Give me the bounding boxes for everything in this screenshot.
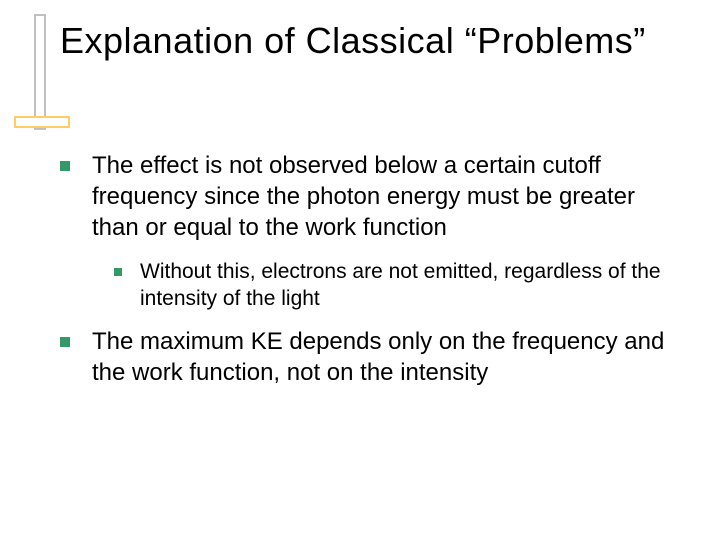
- square-bullet-icon: [60, 337, 70, 347]
- square-bullet-icon: [60, 161, 70, 171]
- accent-vertical-box: [34, 14, 46, 130]
- list-item-text: The effect is not observed below a certa…: [92, 150, 680, 244]
- sublist: Without this, electrons are not emitted,…: [114, 258, 680, 313]
- square-bullet-icon: [114, 268, 122, 276]
- slide-title: Explanation of Classical “Problems”: [60, 18, 700, 63]
- list-item-text: The maximum KE depends only on the frequ…: [92, 326, 680, 388]
- list-item: Without this, electrons are not emitted,…: [114, 258, 680, 313]
- slide: Explanation of Classical “Problems” The …: [0, 0, 720, 540]
- slide-body: The effect is not observed below a certa…: [60, 150, 680, 403]
- list-item-text: Without this, electrons are not emitted,…: [140, 258, 680, 313]
- list-item: The effect is not observed below a certa…: [60, 150, 680, 244]
- list-item: The maximum KE depends only on the frequ…: [60, 326, 680, 388]
- accent-horizontal-box: [14, 116, 70, 128]
